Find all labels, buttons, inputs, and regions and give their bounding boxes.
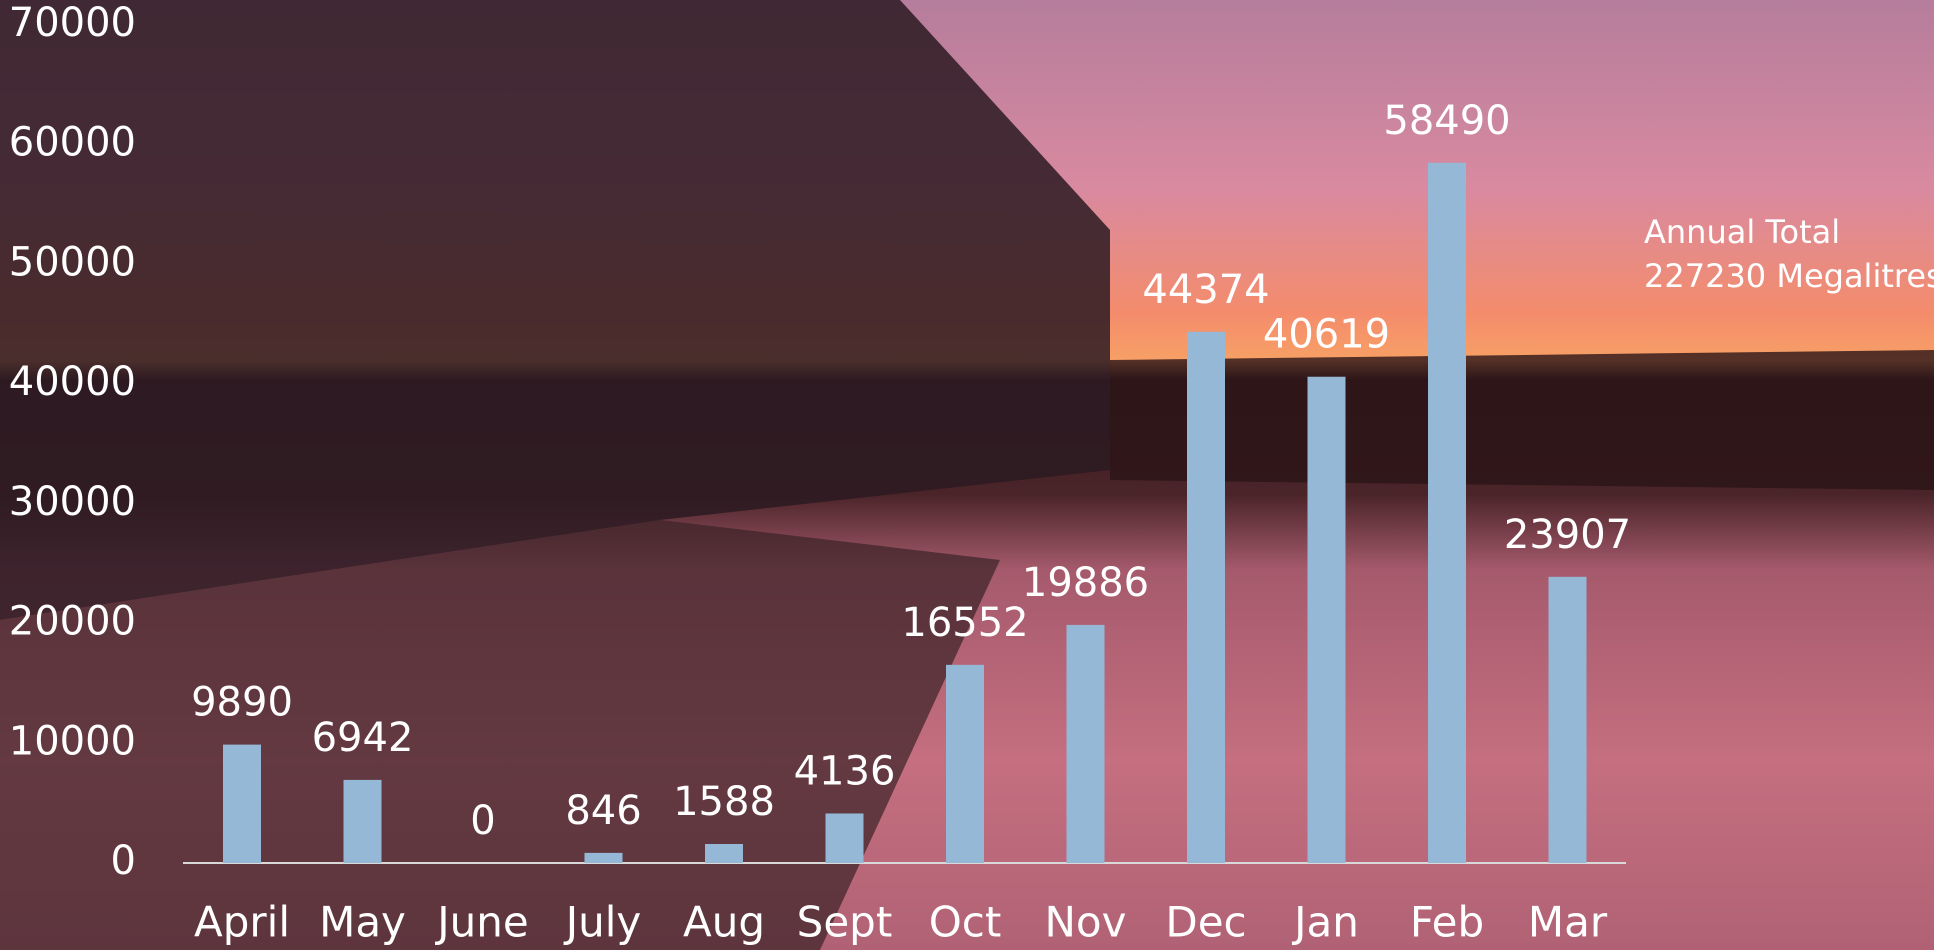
value-label: 40619 [1263, 312, 1390, 358]
bar [946, 665, 984, 863]
bar [1428, 163, 1466, 863]
bar [1308, 377, 1346, 863]
x-tick-label: Jan [1291, 898, 1359, 947]
value-label: 44374 [1142, 267, 1269, 313]
bar [705, 844, 743, 863]
value-label: 846 [565, 788, 641, 834]
x-tick-label: Nov [1045, 898, 1127, 947]
x-tick-label: May [319, 898, 406, 947]
x-tick-label: Feb [1410, 898, 1484, 947]
value-label: 1588 [673, 779, 775, 825]
value-label: 0 [470, 798, 495, 844]
value-label: 4136 [794, 748, 896, 794]
chart: 0 10000 20000 30000 40000 50000 60000 70000 Apri… [0, 0, 1934, 950]
x-tick-label: April [194, 898, 290, 947]
y-tick-label: 0 [111, 838, 136, 884]
value-label: 9890 [191, 680, 293, 726]
y-tick-label: 20000 [9, 599, 136, 645]
value-label: 58490 [1383, 98, 1510, 144]
x-tick-label: July [563, 898, 642, 947]
value-label: 6942 [312, 715, 414, 761]
value-label: 19886 [1022, 560, 1149, 606]
x-tick-label: June [434, 898, 528, 947]
x-tick-label: Mar [1528, 898, 1608, 947]
value-label: 16552 [901, 600, 1028, 646]
y-tick-label: 50000 [9, 239, 136, 285]
bar [585, 853, 623, 863]
bar [344, 780, 382, 863]
annotation: 227230 Megalitres [1644, 257, 1934, 295]
y-tick-label: 60000 [9, 120, 136, 166]
bar [1067, 625, 1105, 863]
y-tick-label: 40000 [9, 359, 136, 405]
bar [223, 745, 261, 863]
y-tick-label: 30000 [9, 479, 136, 525]
y-tick-label: 10000 [9, 718, 136, 764]
bar [1549, 577, 1587, 863]
annotation: Annual Total [1644, 213, 1840, 251]
far-bank [1110, 350, 1934, 490]
page: 0 10000 20000 30000 40000 50000 60000 70000 Apri… [0, 0, 1934, 950]
x-tick-label: Sept [797, 898, 893, 947]
x-tick-label: Aug [683, 898, 765, 947]
bar [1187, 332, 1225, 863]
bar [826, 813, 864, 863]
x-tick-label: Oct [929, 898, 1002, 947]
x-tick-label: Dec [1165, 898, 1246, 947]
value-label: 23907 [1504, 512, 1631, 558]
y-tick-label: 70000 [9, 0, 136, 46]
